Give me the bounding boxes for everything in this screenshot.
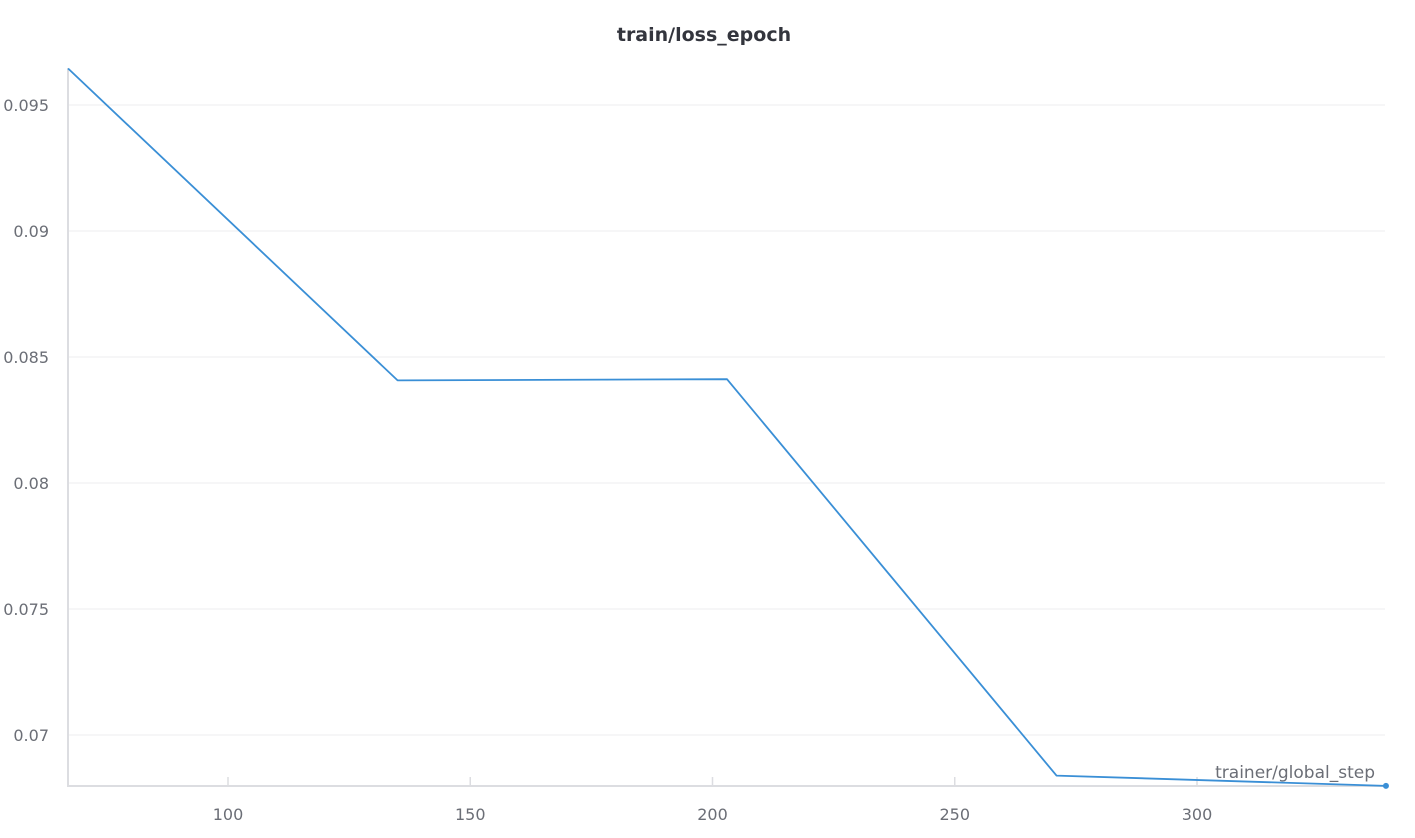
y-tick-label: 0.095 — [3, 96, 49, 115]
x-tick-label: 200 — [697, 805, 728, 824]
y-tick-label: 0.08 — [13, 474, 49, 493]
x-tick-label: 100 — [213, 805, 244, 824]
chart-title: train/loss_epoch — [616, 24, 792, 46]
y-tick-label: 0.075 — [3, 600, 49, 619]
x-tick-label: 150 — [455, 805, 486, 824]
x-axis-label: trainer/global_step — [1215, 763, 1375, 783]
series-line — [67, 67, 1387, 787]
axes — [67, 68, 1385, 787]
grid-lines — [68, 104, 1385, 736]
x-tick-label: 300 — [1182, 805, 1213, 824]
y-tick-label: 0.085 — [3, 348, 49, 367]
y-tick-label: 0.07 — [13, 726, 49, 745]
y-tick-label: 0.09 — [13, 222, 49, 241]
series-layer — [67, 67, 1389, 789]
y-axis-ticks: 0.07 0.075 0.08 0.085 0.09 0.095 — [3, 96, 49, 745]
x-tick-label: 250 — [939, 805, 970, 824]
series-last-point — [1382, 782, 1389, 789]
x-axis-ticks: 100 150 200 250 300 — [213, 777, 1213, 824]
